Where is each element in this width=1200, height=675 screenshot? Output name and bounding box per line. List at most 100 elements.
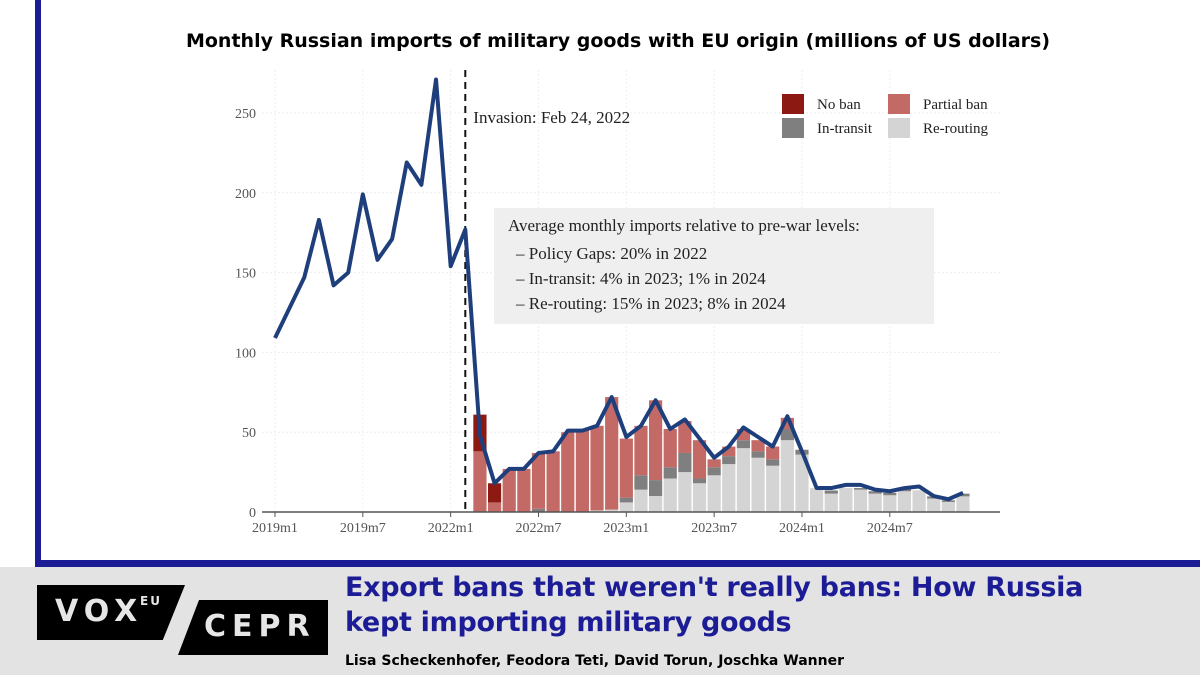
- partial-ban-bar: [707, 459, 721, 468]
- legend-swatch: [782, 94, 804, 114]
- chart-title: Monthly Russian imports of military good…: [185, 30, 1051, 52]
- x-tick-label: 2019m7: [340, 521, 386, 536]
- y-tick-label: 50: [242, 426, 256, 441]
- re-routing-bar: [707, 475, 721, 512]
- x-tick-label: 2024m1: [779, 521, 825, 536]
- in-transit-bar: [692, 478, 707, 484]
- note-box: [494, 208, 934, 324]
- invasion-label: Invasion: Feb 24, 2022: [473, 108, 630, 127]
- re-routing-bar: [912, 490, 926, 512]
- re-routing-bar: [868, 493, 882, 512]
- partial-ban-bar: [663, 429, 677, 468]
- partial-ban-bar: [766, 446, 780, 460]
- re-routing-bar: [853, 489, 868, 512]
- re-routing-bar: [678, 472, 692, 512]
- in-transit-bar: [663, 467, 677, 479]
- no-ban-bar: [487, 483, 502, 503]
- frame-border-bottom: [35, 560, 1200, 567]
- re-routing-bar: [751, 457, 765, 512]
- in-transit-bar: [766, 459, 780, 466]
- partial-ban-bar: [575, 430, 590, 512]
- partial-ban-bar: [619, 438, 633, 498]
- re-routing-bar: [663, 478, 677, 512]
- x-tick-label: 2022m7: [516, 521, 562, 536]
- in-transit-bar: [751, 451, 765, 458]
- partial-ban-bar: [780, 417, 794, 430]
- re-routing-bar: [722, 464, 736, 512]
- y-tick-label: 150: [235, 267, 256, 282]
- partial-ban-bar: [736, 429, 751, 441]
- partial-ban-bar: [473, 451, 487, 512]
- legend-label: Re-routing: [923, 121, 988, 137]
- headline-line-1: Export bans that weren't really bans: Ho…: [345, 572, 1084, 603]
- partial-ban-bar: [531, 452, 546, 509]
- in-transit-bar: [736, 440, 751, 449]
- re-routing-bar: [883, 495, 897, 512]
- x-tick-label: 2019m1: [252, 521, 298, 536]
- partial-ban-bar: [678, 421, 692, 453]
- partial-ban-bar: [487, 502, 502, 512]
- in-transit-bar: [722, 456, 736, 465]
- partial-ban-bar: [546, 451, 560, 512]
- partial-ban-bar: [590, 425, 604, 511]
- in-transit-bar: [678, 452, 692, 473]
- in-transit-bar: [883, 492, 897, 496]
- partial-ban-bar: [634, 425, 648, 476]
- frame-border-left: [35, 0, 41, 567]
- note-item: – Re-routing: 15% in 2023; 8% in 2024: [515, 294, 786, 313]
- re-routing-bar: [780, 440, 794, 512]
- in-transit-bar: [853, 488, 868, 490]
- note-item: – Policy Gaps: 20% in 2022: [515, 244, 707, 263]
- legend-swatch: [888, 118, 910, 138]
- in-transit-bar: [707, 467, 721, 476]
- re-routing-bar: [648, 496, 663, 512]
- partial-ban-bar: [722, 446, 736, 457]
- partial-ban-bar: [561, 432, 575, 512]
- partial-ban-bar: [751, 440, 765, 452]
- re-routing-bar: [766, 465, 780, 512]
- article-headline[interactable]: Export bans that weren't really bans: Ho…: [345, 570, 1083, 640]
- legend-label: Partial ban: [923, 97, 988, 113]
- x-tick-label: 2023m1: [603, 521, 649, 536]
- in-transit-bar: [868, 491, 882, 494]
- x-tick-label: 2023m7: [691, 521, 737, 536]
- re-routing-bar: [736, 448, 751, 512]
- re-routing-bar: [634, 489, 648, 512]
- legend-label: In-transit: [817, 121, 873, 137]
- re-routing-bar: [839, 488, 853, 512]
- x-tick-label: 2024m7: [867, 521, 913, 536]
- re-routing-bar: [956, 496, 970, 512]
- re-routing-bar: [590, 510, 604, 512]
- partial-ban-bar: [517, 468, 531, 512]
- re-routing-bar: [941, 501, 955, 512]
- legend-label: No ban: [817, 97, 861, 113]
- y-tick-label: 200: [235, 187, 256, 202]
- in-transit-bar: [634, 475, 648, 490]
- in-transit-bar: [619, 497, 633, 503]
- in-transit-bar: [780, 429, 794, 441]
- re-routing-bar: [692, 483, 707, 512]
- re-routing-bar: [605, 509, 619, 512]
- in-transit-bar: [648, 480, 663, 497]
- re-routing-bar: [824, 493, 838, 512]
- note-item: – In-transit: 4% in 2023; 1% in 2024: [515, 269, 766, 288]
- re-routing-bar: [897, 491, 912, 512]
- article-authors: Lisa Scheckenhofer, Feodora Teti, David …: [345, 653, 844, 669]
- legend-swatch: [888, 94, 910, 114]
- headline-line-2: kept importing military goods: [345, 607, 792, 638]
- vox-eu-logo: VOX EU: [37, 585, 185, 640]
- re-routing-bar: [927, 498, 941, 512]
- partial-ban-bar: [692, 440, 707, 479]
- partial-ban-bar: [605, 397, 619, 510]
- re-routing-bar: [810, 488, 824, 512]
- x-tick-label: 2022m1: [428, 521, 474, 536]
- re-routing-bar: [795, 454, 809, 512]
- legend-swatch: [782, 118, 804, 138]
- total-imports-line: [273, 77, 964, 502]
- y-tick-label: 0: [249, 506, 256, 521]
- y-tick-label: 100: [235, 346, 256, 361]
- in-transit-bar: [531, 508, 546, 512]
- in-transit-bar: [824, 490, 838, 494]
- cepr-logo: CEPR: [178, 600, 328, 655]
- y-tick-label: 250: [235, 107, 256, 122]
